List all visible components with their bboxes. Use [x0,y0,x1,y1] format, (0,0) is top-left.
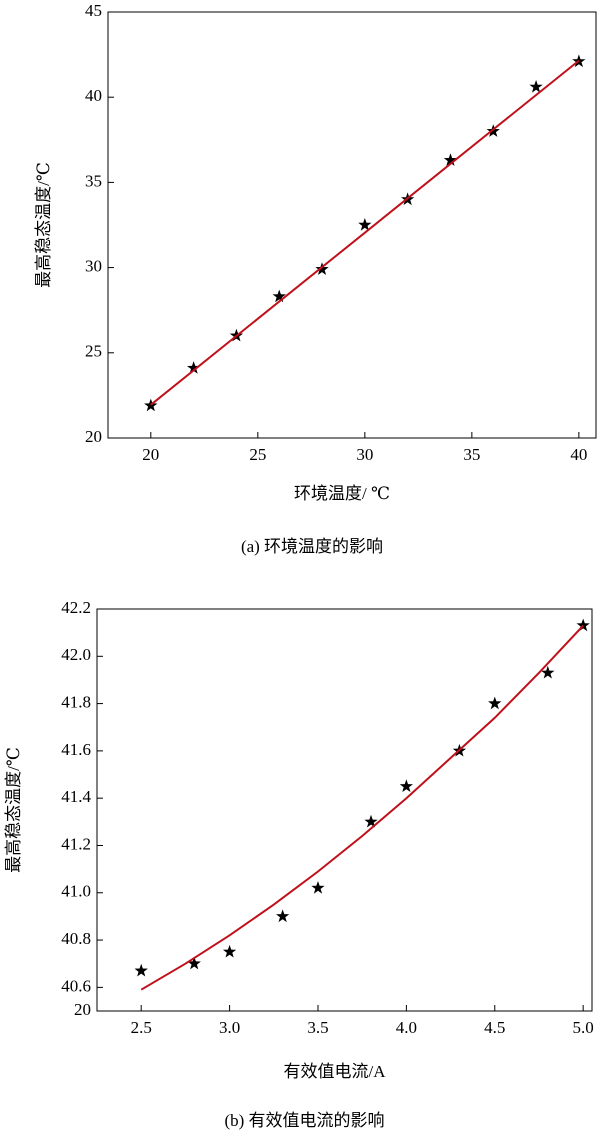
star-point [399,779,413,792]
star-point [144,398,158,412]
x-tick-label: 35 [463,445,480,464]
y-tick-label: 41.8 [61,692,91,711]
y-axis-label: 最高稳态温度/℃ [4,747,23,873]
caption: (a) 环境温度的影响 [241,537,383,556]
star-point [276,909,290,923]
fit-line [150,59,580,406]
y-tick-label: 42.0 [61,645,91,664]
y-tick-label: 40.6 [61,976,91,995]
y-tick-label: 42.2 [61,598,91,617]
x-tick-label: 4.5 [484,1018,505,1037]
fit-line [140,624,584,991]
x-tick-label: 3.5 [307,1018,328,1037]
star-point [576,618,590,632]
x-tick-label: 3.0 [219,1018,240,1037]
x-tick-label: 4.0 [396,1018,417,1037]
star-point [358,218,372,231]
star-point [315,262,329,275]
star-point [187,956,201,970]
y-tick-label: 41.2 [61,834,91,853]
x-tick-label: 30 [356,445,373,464]
x-tick-label: 25 [249,445,266,464]
y-tick-label: 25 [85,342,102,361]
y-tick-label: 20 [74,1000,91,1019]
caption: (b) 有效值电流的影响 [224,1111,384,1130]
star-point [364,814,378,828]
y-tick-label: 35 [85,171,102,190]
y-tick-label: 45 [85,1,102,20]
x-axis-label: 有效值电流/A [284,1062,387,1081]
plot-frame [96,608,593,1012]
star-point [443,153,458,166]
y-tick-label: 41.4 [61,787,91,806]
x-tick-label: 5.0 [573,1018,594,1037]
x-tick-label: 20 [142,445,159,464]
star-point [488,696,502,710]
star-point [529,80,543,93]
y-tick-label: 41.6 [61,740,91,759]
star-point [134,963,148,977]
star-point [222,944,237,958]
star-point [187,361,201,374]
y-tick-label: 41.0 [61,882,91,901]
x-tick-label: 2.5 [131,1018,152,1037]
star-point [272,289,286,303]
y-tick-label: 20 [85,427,102,446]
y-axis-label: 最高稳态温度/℃ [34,162,53,288]
x-tick-label: 40 [570,445,587,464]
x-axis-label: 环境温度/ ℃ [294,484,390,503]
y-tick-label: 40.8 [61,929,91,948]
y-tick-label: 30 [85,257,102,276]
star-point [541,665,555,679]
y-tick-label: 40 [85,86,102,105]
plot-frame [107,11,597,439]
star-point [311,881,325,894]
